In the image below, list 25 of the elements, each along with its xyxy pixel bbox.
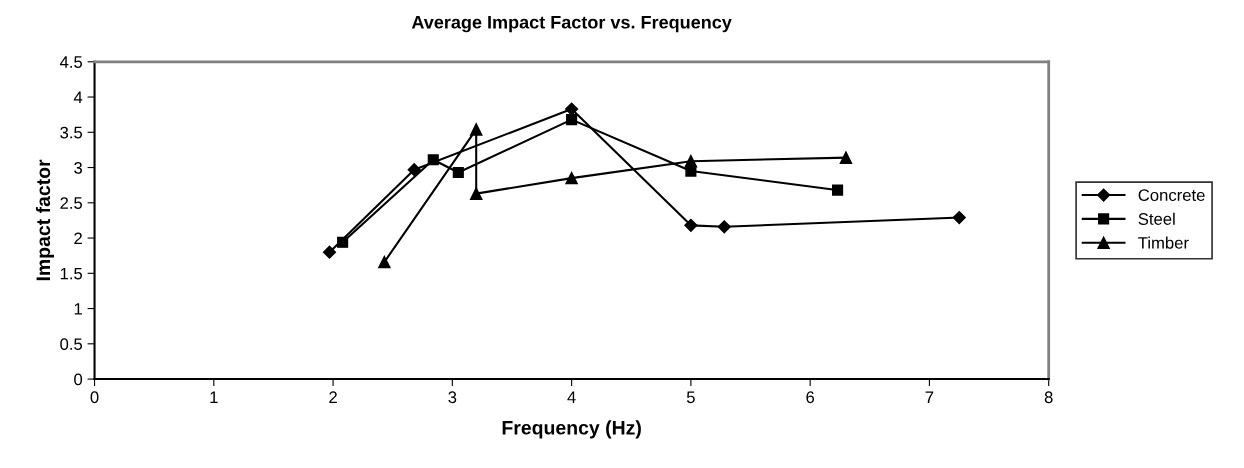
x-axis-title: Frequency (Hz) — [502, 420, 641, 439]
y-tick-label: 3 — [74, 161, 83, 174]
y-tick-label: 0.5 — [60, 338, 83, 351]
chart-title: Average Impact Factor vs. Frequency — [411, 16, 732, 33]
legend-label: Timber — [1138, 236, 1189, 249]
legend-label: Concrete — [1138, 189, 1205, 202]
x-tick-label: 0 — [90, 391, 99, 404]
y-tick-label: 1.5 — [60, 267, 83, 280]
x-tick-label: 6 — [806, 391, 815, 404]
y-tick-label: 1 — [74, 303, 82, 315]
y-tick-label: 0 — [74, 373, 83, 386]
y-tick-label: 3.5 — [60, 126, 83, 139]
y-axis-title: Impact factor — [35, 159, 55, 281]
x-tick-label: 5 — [686, 391, 695, 404]
y-tick-label: 2 — [74, 232, 82, 245]
y-tick-label: 4 — [73, 91, 83, 104]
legend-label: Steel — [1138, 212, 1175, 225]
x-tick-label: 2 — [329, 391, 337, 403]
x-tick-label: 7 — [925, 391, 934, 403]
y-tick-label: 2.5 — [60, 197, 83, 209]
y-tick-label: 4.5 — [59, 56, 83, 68]
x-tick-label: 4 — [567, 391, 576, 403]
x-tick-label: 1 — [210, 391, 218, 403]
x-tick-label: 3 — [448, 391, 457, 404]
x-tick-label: 8 — [1044, 391, 1053, 404]
